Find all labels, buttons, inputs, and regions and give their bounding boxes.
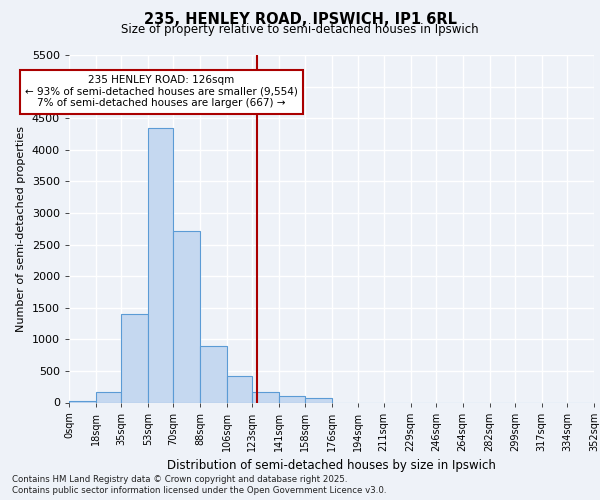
Bar — [173, 230, 200, 402]
Bar — [227, 376, 253, 402]
Bar — [148, 128, 173, 402]
Bar — [253, 392, 279, 402]
Text: 235 HENLEY ROAD: 126sqm
← 93% of semi-detached houses are smaller (9,554)
7% of : 235 HENLEY ROAD: 126sqm ← 93% of semi-de… — [25, 75, 298, 108]
X-axis label: Distribution of semi-detached houses by size in Ipswich: Distribution of semi-detached houses by … — [167, 459, 496, 472]
Bar — [121, 314, 148, 402]
Bar — [200, 346, 227, 403]
Bar — [305, 398, 332, 402]
Text: Contains public sector information licensed under the Open Government Licence v3: Contains public sector information licen… — [12, 486, 386, 495]
Bar — [96, 392, 121, 402]
Text: Contains HM Land Registry data © Crown copyright and database right 2025.: Contains HM Land Registry data © Crown c… — [12, 475, 347, 484]
Text: 235, HENLEY ROAD, IPSWICH, IP1 6RL: 235, HENLEY ROAD, IPSWICH, IP1 6RL — [143, 12, 457, 28]
Text: Size of property relative to semi-detached houses in Ipswich: Size of property relative to semi-detach… — [121, 22, 479, 36]
Bar — [69, 401, 96, 402]
Bar — [279, 396, 305, 402]
Y-axis label: Number of semi-detached properties: Number of semi-detached properties — [16, 126, 26, 332]
